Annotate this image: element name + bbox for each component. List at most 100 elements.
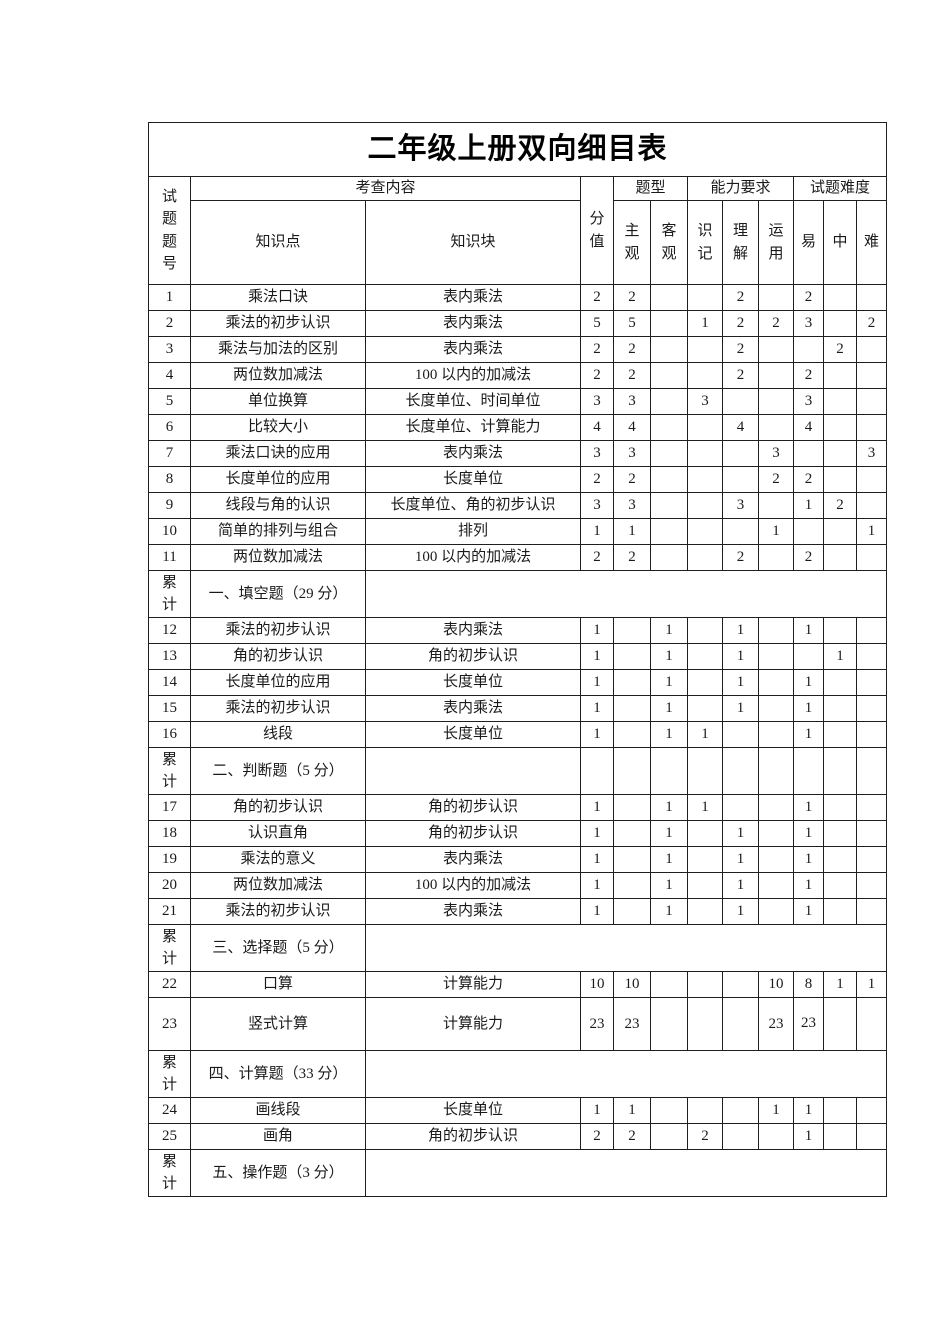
question-no-cell: 19 — [148, 846, 191, 873]
easy-cell: 3 — [793, 310, 824, 337]
merged-empty-cell — [364, 570, 888, 618]
knowledge-point-cell: 两位数加减法 — [190, 872, 366, 899]
objective-header: 客观 — [650, 200, 688, 285]
easy-cell: 1 — [793, 669, 824, 696]
medium-cell — [823, 544, 857, 571]
ability-header: 能力要求 — [687, 176, 794, 201]
score-header-text: 分值 — [589, 211, 605, 250]
subjective-cell — [613, 898, 651, 925]
score-cell: 1 — [580, 820, 614, 847]
knowledge-point-cell: 竖式计算 — [190, 997, 366, 1051]
easy-cell: 1 — [793, 1097, 824, 1124]
summary-row: 累计 一、填空题（29 分） — [148, 570, 888, 618]
hard-cell — [855, 362, 888, 389]
medium-cell — [823, 310, 857, 337]
knowledge-point-cell: 乘法的初步认识 — [190, 617, 366, 644]
subjective-cell: 2 — [613, 544, 651, 571]
subjective-cell — [613, 695, 651, 722]
question-no-cell: 14 — [148, 669, 191, 696]
objective-header-text: 客观 — [661, 223, 677, 262]
medium-cell — [823, 388, 857, 415]
memorize-header-text: 识记 — [697, 223, 713, 262]
table-row: 11 两位数加减法 100 以内的加减法 2 2 2 2 — [148, 544, 888, 571]
summary-cell: 累计 — [148, 570, 191, 618]
objective-cell: 1 — [650, 695, 688, 722]
subjective-cell: 2 — [613, 466, 651, 493]
question-no-cell: 25 — [148, 1123, 191, 1150]
knowledge-point-cell: 长度单位的应用 — [190, 466, 366, 493]
table-row: 5 单位换算 长度单位、时间单位 3 3 3 3 — [148, 388, 888, 415]
easy-cell: 2 — [793, 284, 824, 311]
hard-cell — [855, 1097, 888, 1124]
score-cell: 2 — [580, 336, 614, 363]
knowledge-point-cell: 比较大小 — [190, 414, 366, 441]
medium-cell — [823, 440, 857, 467]
objective-cell: 1 — [650, 721, 688, 748]
medium-cell — [823, 1097, 857, 1124]
easy-cell: 2 — [793, 362, 824, 389]
question-no-cell: 5 — [148, 388, 191, 415]
knowledge-block-cell: 表内乘法 — [365, 846, 581, 873]
objective-cell — [650, 310, 688, 337]
summary-cell: 累计 — [148, 924, 191, 972]
question-no-cell: 3 — [148, 336, 191, 363]
subjective-cell — [613, 820, 651, 847]
hard-cell — [855, 669, 888, 696]
knowledge-point-cell: 乘法的初步认识 — [190, 695, 366, 722]
memorize-cell — [687, 898, 723, 925]
knowledge-block-cell: 长度单位 — [365, 669, 581, 696]
summary-row: 累计 四、计算题（33 分） — [148, 1050, 888, 1098]
score-cell: 1 — [580, 617, 614, 644]
empty-cell — [823, 747, 857, 795]
section-label-cell: 二、判断题（5 分） — [190, 747, 366, 795]
medium-cell — [823, 872, 857, 899]
medium-cell: 1 — [823, 971, 857, 998]
hard-cell: 3 — [855, 440, 888, 467]
objective-cell: 1 — [650, 820, 688, 847]
apply-cell: 3 — [758, 440, 794, 467]
table-row: 9 线段与角的认识 长度单位、角的初步认识 3 3 3 1 2 — [148, 492, 888, 519]
knowledge-block-cell: 表内乘法 — [365, 310, 581, 337]
empty-cell — [758, 747, 794, 795]
apply-cell — [758, 898, 794, 925]
apply-cell: 1 — [758, 1097, 794, 1124]
easy-cell: 2 — [793, 544, 824, 571]
memorize-cell — [687, 872, 723, 899]
table-row: 21 乘法的初步认识 表内乘法 1 1 1 1 — [148, 898, 888, 925]
medium-cell — [823, 284, 857, 311]
score-cell: 2 — [580, 544, 614, 571]
apply-cell: 23 — [758, 997, 794, 1051]
medium-header: 中 — [823, 200, 857, 285]
table-row: 4 两位数加减法 100 以内的加减法 2 2 2 2 — [148, 362, 888, 389]
apply-cell — [758, 643, 794, 670]
memorize-cell — [687, 518, 723, 545]
medium-cell — [823, 721, 857, 748]
subjective-cell: 2 — [613, 362, 651, 389]
hard-cell — [855, 997, 888, 1051]
table-row: 17 角的初步认识 角的初步认识 1 1 1 1 — [148, 794, 888, 821]
medium-cell — [823, 846, 857, 873]
knowledge-block-cell: 长度单位、角的初步认识 — [365, 492, 581, 519]
understand-cell — [722, 388, 759, 415]
objective-cell — [650, 518, 688, 545]
medium-cell — [823, 997, 857, 1051]
medium-cell — [823, 518, 857, 545]
hard-cell — [855, 617, 888, 644]
question-no-header-text: 试题题号 — [161, 188, 177, 273]
memorize-cell — [687, 362, 723, 389]
question-no-cell: 22 — [148, 971, 191, 998]
score-cell: 1 — [580, 846, 614, 873]
question-no-cell: 7 — [148, 440, 191, 467]
score-cell: 2 — [580, 362, 614, 389]
knowledge-block-cell: 100 以内的加减法 — [365, 362, 581, 389]
understand-cell: 2 — [722, 362, 759, 389]
medium-cell — [823, 362, 857, 389]
easy-cell — [793, 518, 824, 545]
understand-cell: 2 — [722, 336, 759, 363]
knowledge-block-cell: 表内乘法 — [365, 336, 581, 363]
easy-cell: 1 — [793, 794, 824, 821]
medium-cell — [823, 820, 857, 847]
hard-cell — [855, 284, 888, 311]
understand-cell — [722, 794, 759, 821]
understand-cell — [722, 518, 759, 545]
